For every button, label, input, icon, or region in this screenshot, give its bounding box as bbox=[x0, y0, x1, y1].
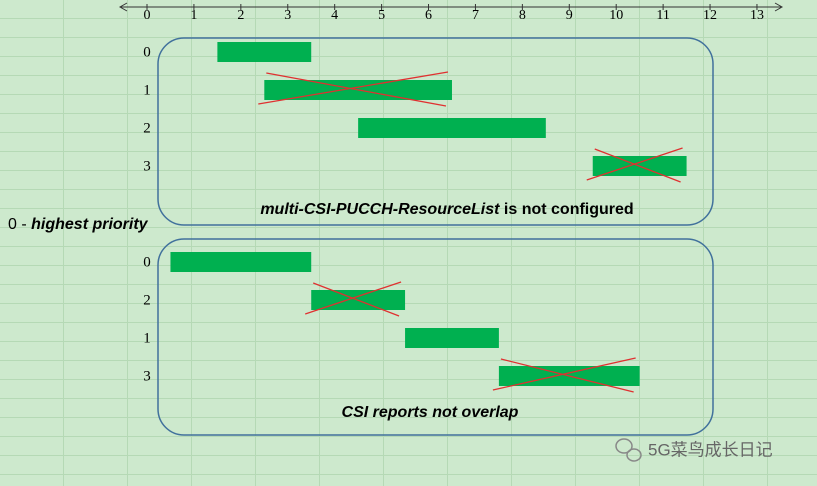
panel-caption: multi-CSI-PUCCH-ResourceList is not conf… bbox=[260, 201, 633, 218]
axis-tick-label: 0 bbox=[144, 8, 151, 23]
axis-tick-label: 2 bbox=[237, 8, 244, 23]
cross-line bbox=[258, 71, 449, 105]
row-label: 2 bbox=[143, 292, 151, 308]
slot-bar bbox=[170, 252, 312, 272]
cross-line bbox=[492, 357, 636, 391]
row-label: 3 bbox=[143, 368, 151, 384]
axis-tick-label: 1 bbox=[190, 8, 197, 23]
side-note: 0 - highest priority bbox=[8, 216, 149, 233]
row-label: 0 bbox=[143, 44, 151, 60]
slot-bar bbox=[217, 42, 312, 62]
axis-tick-label: 9 bbox=[566, 8, 573, 23]
axis-tick-label: 3 bbox=[284, 8, 291, 23]
watermark: 5G菜鸟成长日记 bbox=[648, 440, 773, 459]
row-label: 0 bbox=[143, 254, 151, 270]
caption-italic: multi-CSI-PUCCH-ResourceList bbox=[260, 201, 500, 218]
cross-line bbox=[594, 148, 681, 183]
axis-tick-label: 11 bbox=[656, 8, 669, 23]
panel-frame bbox=[157, 37, 714, 226]
slot-bar bbox=[405, 328, 499, 348]
row-label: 1 bbox=[143, 330, 151, 346]
cross-line bbox=[312, 282, 400, 317]
axis-tick-label: 13 bbox=[750, 8, 764, 23]
axis-tick-label: 12 bbox=[703, 8, 717, 23]
axis-arrows bbox=[118, 2, 784, 12]
axis-tick-label: 10 bbox=[609, 8, 623, 23]
row-label: 1 bbox=[143, 82, 151, 98]
caption-rest: is not configured bbox=[504, 201, 634, 218]
row-label: 2 bbox=[143, 120, 151, 136]
axis-tick-label: 7 bbox=[472, 8, 479, 23]
side-note-prefix: 0 - bbox=[8, 216, 27, 233]
slot-bar bbox=[358, 118, 546, 138]
axis-tick-label: 8 bbox=[519, 8, 526, 23]
watermark-icon bbox=[615, 438, 642, 462]
axis-tick-label: 5 bbox=[378, 8, 385, 23]
cross-line bbox=[266, 72, 447, 107]
panel-frame bbox=[157, 238, 714, 436]
row-label: 3 bbox=[143, 158, 151, 174]
axis-tick-label: 4 bbox=[331, 8, 338, 23]
axis-tick-label: 6 bbox=[425, 8, 432, 23]
cross-line bbox=[500, 358, 634, 393]
panel-caption: CSI reports not overlap bbox=[342, 404, 519, 421]
side-note-emphasis: highest priority bbox=[31, 216, 149, 233]
